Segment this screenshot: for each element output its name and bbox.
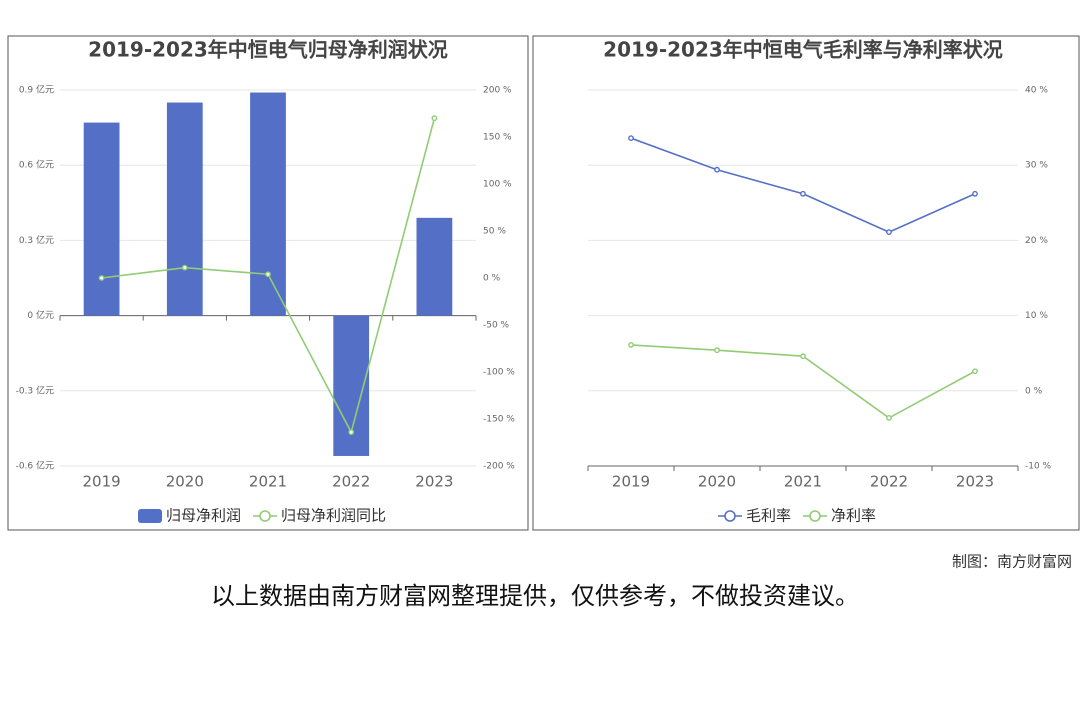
y-tick-label: 0.9 亿元 (19, 84, 54, 96)
y-tick-label: -0.6 亿元 (16, 460, 54, 472)
y-tick-label: 0.3 亿元 (19, 234, 54, 246)
y2-tick-label: -50 % (483, 321, 510, 331)
chart-title: 2019-2023年中恒电气毛利率与净利率状况 (603, 38, 1003, 62)
point (348, 429, 355, 436)
legend-label: 归母净利润同比 (281, 507, 386, 525)
point (181, 264, 188, 271)
point (800, 190, 806, 197)
bar (416, 217, 453, 316)
point (265, 271, 271, 278)
x-tick-label: 2019 (612, 473, 650, 491)
point (628, 342, 634, 348)
legend-swatch (138, 509, 162, 523)
x-tick-label: 2022 (870, 473, 908, 491)
y2-tick-label: 0 % (483, 274, 501, 284)
legend-swatch (724, 510, 736, 522)
chart-frame (7, 35, 529, 531)
legend-label: 归母净利润 (166, 507, 241, 525)
point (886, 414, 892, 421)
y-tick-label: -10 % (1025, 462, 1052, 472)
x-tick-label: 2023 (415, 473, 453, 491)
bar (250, 92, 286, 316)
y-tick-label: -0.3 亿元 (16, 384, 54, 396)
point (714, 347, 720, 354)
y-tick-label: 0 亿元 (27, 309, 54, 321)
credit: 制图：南方财富网 (952, 553, 1072, 571)
y2-tick-label: 200 % (483, 86, 512, 96)
y-tick-label: 30 % (1025, 161, 1048, 171)
x-tick-label: 2020 (698, 473, 736, 491)
y-tick-label: 10 % (1025, 311, 1048, 321)
point (886, 229, 892, 236)
y2-tick-label: 150 % (483, 133, 512, 143)
x-tick-label: 2021 (784, 473, 822, 491)
legend-label: 净利率 (831, 507, 876, 525)
x-tick-label: 2023 (956, 473, 994, 491)
x-tick-label: 2020 (166, 473, 204, 491)
y-tick-label: 40 % (1025, 86, 1048, 96)
point (431, 115, 438, 122)
line (630, 137, 976, 234)
y-tick-label: 0.6 亿元 (19, 159, 54, 171)
point (972, 368, 978, 375)
point (800, 353, 806, 360)
y2-tick-label: 100 % (483, 180, 512, 190)
caption: 以上数据由南方财富网整理提供，仅供参考，不做投资建议。 (211, 582, 859, 610)
y-tick-label: 20 % (1025, 236, 1048, 246)
point (628, 135, 634, 142)
legend-label: 毛利率 (746, 507, 791, 525)
bar (166, 102, 203, 316)
x-tick-label: 2022 (332, 473, 370, 491)
legend-swatch (259, 510, 271, 522)
y2-tick-label: -150 % (483, 415, 515, 425)
legend-swatch (809, 510, 821, 522)
y2-tick-label: 50 % (483, 227, 506, 237)
point (98, 275, 105, 281)
point (972, 190, 978, 197)
x-tick-label: 2021 (249, 473, 287, 491)
chart-frame (532, 35, 1080, 531)
point (714, 166, 720, 173)
chart-title: 2019-2023年中恒电气归母净利润状况 (88, 38, 448, 62)
y-tick-label: 0 % (1025, 386, 1043, 396)
x-tick-label: 2019 (83, 473, 121, 491)
y2-tick-label: -100 % (483, 368, 515, 378)
bar (83, 122, 120, 316)
y2-tick-label: -200 % (483, 462, 515, 472)
